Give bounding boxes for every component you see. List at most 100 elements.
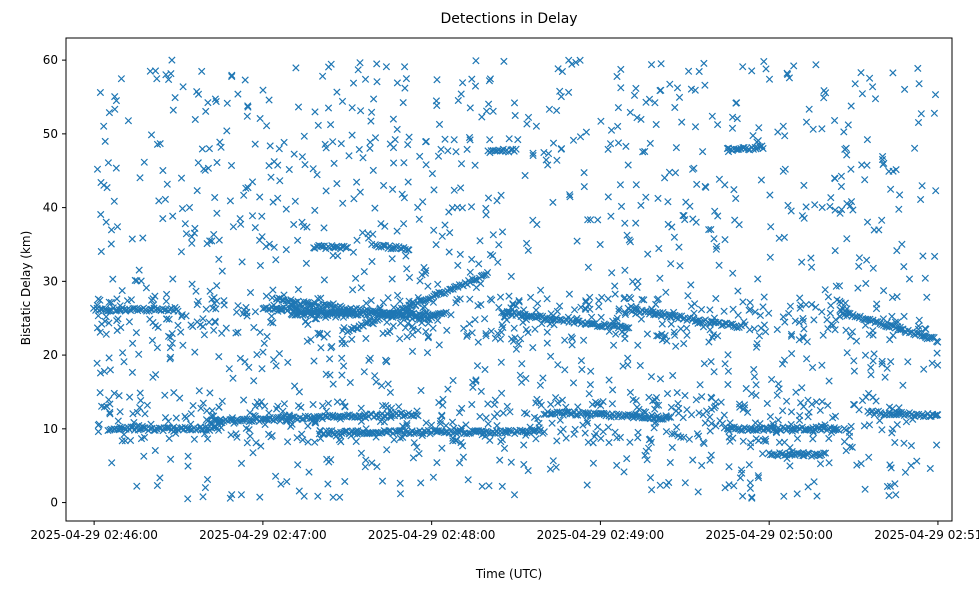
clutter-detection-marker [204,98,212,107]
clutter-detection-marker [162,297,170,305]
clutter-detection-marker [627,294,635,303]
clutter-detection-marker [632,396,640,405]
clutter-detection-marker [97,210,105,219]
clutter-detection-marker [691,123,700,131]
clutter-detection-marker [238,258,246,266]
track-detection-marker [934,411,942,419]
clutter-detection-marker [102,330,110,338]
track-detection-marker [343,243,352,252]
clutter-detection-marker [786,462,794,470]
clutter-detection-marker [466,136,474,144]
clutter-detection-marker [252,439,260,447]
clutter-detection-marker [864,389,873,398]
clutter-detection-marker [113,223,122,231]
clutter-detection-marker [261,420,269,429]
clutter-detection-marker [793,490,801,498]
clutter-detection-marker [862,279,870,288]
clutter-detection-marker [322,187,330,195]
clutter-detection-marker [135,266,143,274]
track-detection-marker [438,310,446,318]
track-detection-marker [338,242,346,250]
clutter-detection-marker [456,184,465,192]
clutter-detection-marker [674,409,683,417]
clutter-detection-marker [379,181,388,190]
clutter-detection-marker [733,114,741,123]
clutter-detection-marker [448,418,457,426]
clutter-detection-marker [651,396,659,404]
clutter-detection-marker [371,134,380,142]
clutter-detection-marker [486,75,495,83]
clutter-detection-marker [670,430,679,438]
clutter-detection-marker [469,378,477,387]
clutter-detection-marker [510,491,519,499]
clutter-detection-marker [731,216,739,224]
clutter-detection-marker [593,423,602,431]
clutter-detection-marker [780,492,788,500]
track-detection-marker [770,425,778,433]
track-detection-marker [872,317,880,326]
track-detection-marker [241,415,249,423]
clutter-detection-marker [860,422,869,430]
clutter-detection-marker [159,214,167,223]
clutter-detection-marker [438,412,446,420]
clutter-detection-marker [895,191,904,199]
track-detection-marker [130,304,139,312]
clutter-detection-marker [669,371,677,380]
clutter-detection-marker [825,459,833,467]
clutter-detection-marker [766,191,774,199]
clutter-detection-marker [606,140,615,148]
clutter-detection-marker [818,308,826,316]
clutter-detection-marker [641,147,649,156]
clutter-detection-marker [891,438,899,447]
detection-points [89,56,942,503]
clutter-detection-marker [466,104,474,112]
clutter-detection-marker [537,401,545,409]
clutter-detection-marker [773,325,781,334]
clutter-detection-marker [449,437,457,445]
clutter-detection-marker [836,297,844,305]
clutter-detection-marker [642,98,650,106]
clutter-detection-marker [886,335,894,344]
clutter-detection-marker [450,186,458,194]
clutter-detection-marker [628,277,637,286]
clutter-detection-marker [531,325,539,333]
clutter-detection-marker [668,443,676,452]
track-detection-marker [651,311,660,319]
track-detection-marker [588,320,596,328]
clutter-detection-marker [656,375,665,383]
clutter-detection-marker [139,234,147,242]
clutter-detection-marker [398,190,406,198]
track-detection-marker [930,333,938,342]
clutter-detection-marker [651,99,659,107]
y-tick-label: 0 [50,496,58,510]
clutter-detection-marker [583,419,592,427]
clutter-detection-marker [886,185,895,193]
clutter-detection-marker [515,298,523,306]
clutter-detection-marker [106,400,114,408]
clutter-detection-marker [616,181,625,189]
clutter-detection-marker [862,256,871,264]
clutter-detection-marker [294,285,303,294]
track-detection-marker [109,304,117,312]
clutter-detection-marker [140,158,148,166]
clutter-detection-marker [108,459,116,467]
clutter-detection-marker [614,103,623,112]
clutter-detection-marker [168,329,176,338]
clutter-detection-marker [532,306,540,314]
clutter-detection-marker [191,348,199,356]
clutter-detection-marker [567,333,576,341]
clutter-detection-marker [237,491,246,499]
clutter-detection-marker [689,215,697,223]
clutter-detection-marker [95,420,103,428]
clutter-detection-marker [658,336,667,344]
clutter-detection-marker [170,388,178,397]
clutter-detection-marker [595,296,603,305]
clutter-detection-marker [458,404,466,413]
clutter-detection-marker [742,384,750,393]
clutter-detection-marker [304,320,312,329]
clutter-detection-marker [623,454,631,463]
clutter-detection-marker [691,86,699,94]
clutter-detection-marker [140,452,148,460]
clutter-detection-marker [153,481,162,490]
track-detection-marker [404,246,412,254]
